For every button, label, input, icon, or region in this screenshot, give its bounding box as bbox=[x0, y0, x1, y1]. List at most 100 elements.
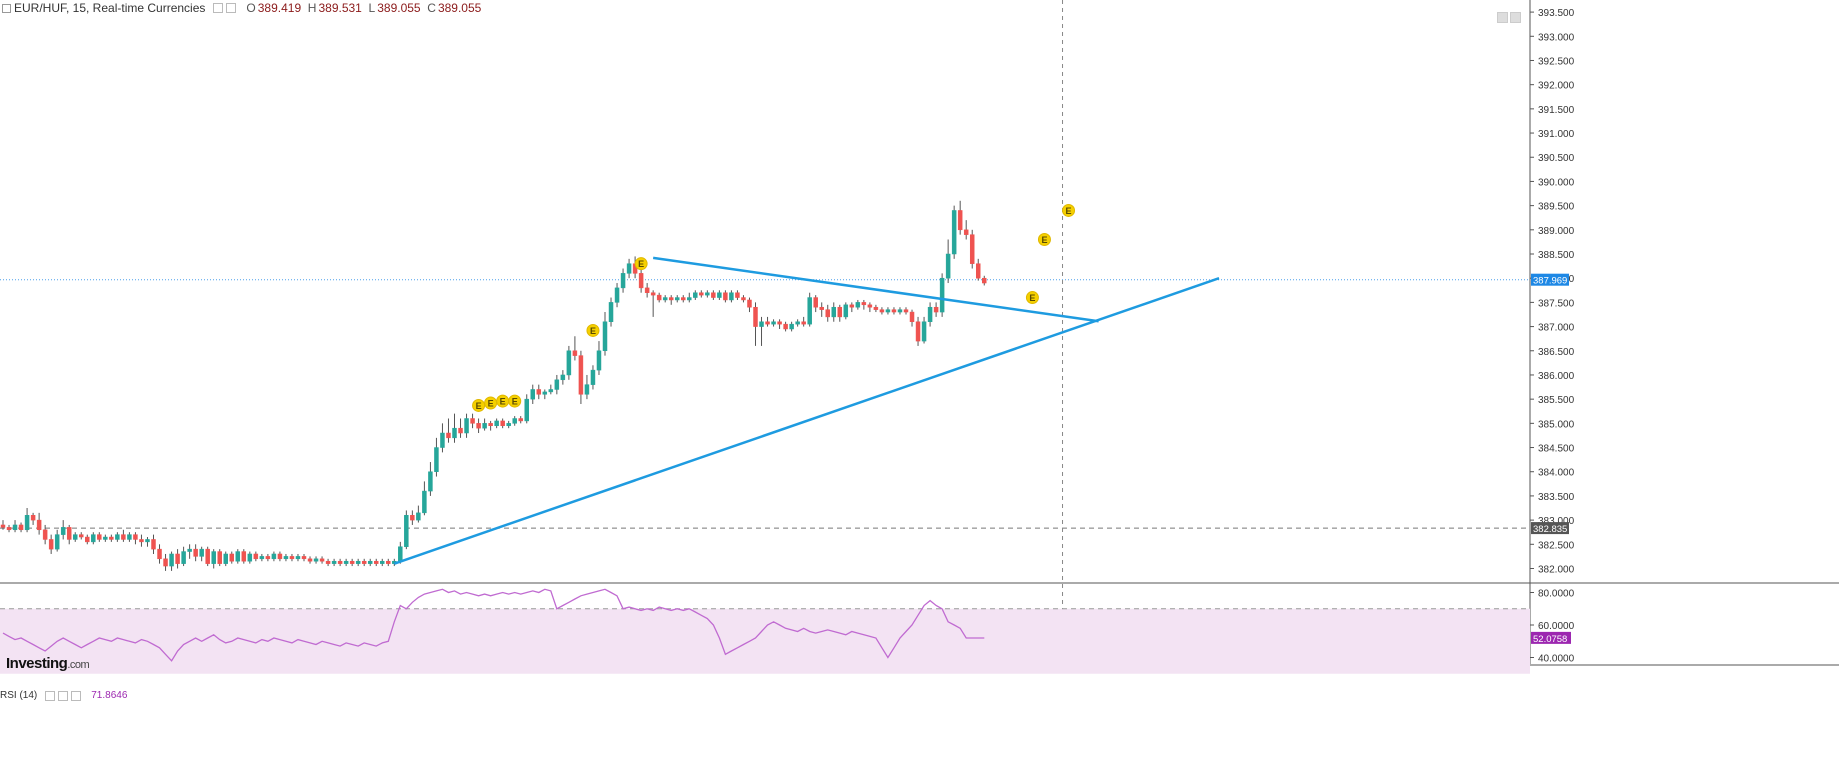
price-tick-label: 384.000 bbox=[1538, 468, 1575, 479]
candle-body bbox=[783, 323, 788, 330]
candle-body bbox=[530, 389, 536, 400]
hide-icon[interactable] bbox=[226, 3, 237, 13]
price-tick-label: 386.000 bbox=[1538, 371, 1575, 382]
candle-body bbox=[729, 292, 734, 301]
candle-body bbox=[458, 427, 463, 434]
candle-body bbox=[355, 560, 361, 564]
rsi-value-badge bbox=[1531, 631, 1571, 644]
candle-body bbox=[735, 292, 740, 298]
candle-body bbox=[536, 389, 542, 395]
candle-body bbox=[115, 534, 120, 540]
symbol-title[interactable]: EUR/HUF, 15, Real-time Currencies bbox=[14, 1, 206, 15]
candle-body bbox=[687, 297, 692, 301]
candle-body bbox=[560, 374, 566, 381]
candle-body bbox=[542, 391, 548, 395]
candle-body bbox=[608, 302, 614, 322]
rsi-label[interactable]: RSI (14) bbox=[0, 690, 38, 701]
candle-body bbox=[975, 263, 981, 279]
price-tick-label: 385.500 bbox=[1538, 395, 1575, 406]
candle-body bbox=[211, 551, 216, 564]
candle-body bbox=[771, 321, 776, 325]
event-marker-label: E bbox=[1066, 206, 1072, 216]
candle-body bbox=[97, 534, 102, 540]
candle-body bbox=[386, 560, 391, 564]
scroll-right-icon[interactable] bbox=[1510, 12, 1521, 23]
candle-body bbox=[235, 551, 241, 562]
candle-body bbox=[753, 306, 758, 327]
candle-body bbox=[638, 273, 644, 289]
candle-body bbox=[6, 527, 12, 531]
candle-body bbox=[759, 321, 764, 327]
candle-body bbox=[319, 558, 325, 562]
price-tick-label: 390.500 bbox=[1538, 153, 1575, 164]
candle-body bbox=[229, 553, 235, 562]
candle-body bbox=[54, 534, 60, 550]
candle-body bbox=[512, 418, 517, 424]
rsi-settings-icon[interactable] bbox=[45, 690, 56, 701]
candle-body bbox=[825, 309, 830, 318]
candle-body bbox=[434, 447, 439, 472]
candle-body bbox=[488, 423, 493, 427]
trendline bbox=[652, 256, 1099, 323]
close-value: 389.055 bbox=[437, 1, 482, 15]
candle-body bbox=[205, 548, 210, 564]
price-marker-label: 382.835 bbox=[1533, 524, 1567, 535]
scroll-left-icon[interactable] bbox=[1497, 12, 1508, 23]
candle-body bbox=[325, 560, 331, 564]
chart-controls bbox=[1497, 12, 1521, 23]
candle-body bbox=[139, 539, 144, 543]
event-marker-label: E bbox=[590, 326, 596, 336]
candle-body bbox=[891, 309, 897, 313]
candle-body bbox=[747, 299, 752, 308]
candle-body bbox=[157, 548, 162, 560]
collapse-icon[interactable] bbox=[2, 3, 11, 13]
trendline bbox=[393, 277, 1220, 565]
candle-body bbox=[578, 355, 584, 395]
rsi-header: RSI (14) 71.8646 bbox=[0, 690, 127, 701]
event-marker-label: E bbox=[500, 397, 506, 407]
rsi-close-icon[interactable] bbox=[71, 690, 82, 701]
price-tick-label: 382.500 bbox=[1538, 540, 1575, 551]
ohlc-values: O 389.419 H 389.531 L 389.055 C 389.055 bbox=[246, 1, 482, 15]
price-marker-badge bbox=[1531, 273, 1569, 286]
candle-body bbox=[590, 369, 596, 385]
candle-body bbox=[217, 551, 222, 564]
candle-body bbox=[331, 560, 337, 564]
candle-body bbox=[717, 292, 722, 298]
candle-body bbox=[693, 292, 698, 298]
candle-body bbox=[500, 420, 505, 427]
price-tick-label: 384.500 bbox=[1538, 444, 1575, 455]
event-marker-label: E bbox=[476, 401, 482, 411]
candle-body bbox=[18, 524, 24, 531]
price-marker-label: 387.969 bbox=[1533, 276, 1567, 287]
candle-body bbox=[969, 234, 975, 264]
candle-body bbox=[271, 553, 277, 560]
candle-body bbox=[169, 553, 174, 567]
rsi-hide-icon[interactable] bbox=[58, 690, 69, 701]
candle-body bbox=[373, 560, 379, 564]
price-tick-label: 392.500 bbox=[1538, 56, 1575, 67]
candle-body bbox=[151, 539, 156, 550]
candle-body bbox=[837, 306, 843, 318]
price-tick-label: 392.000 bbox=[1538, 81, 1575, 92]
price-tick-label: 385.000 bbox=[1538, 419, 1575, 430]
candle-body bbox=[662, 297, 668, 301]
candle-body bbox=[723, 292, 728, 301]
candle-body bbox=[163, 558, 168, 567]
candle-body bbox=[897, 309, 903, 313]
candle-body bbox=[626, 263, 632, 274]
candle-body bbox=[789, 323, 794, 330]
price-tick-label: 393.000 bbox=[1538, 32, 1575, 43]
open-value: 389.419 bbox=[257, 1, 302, 15]
price-tick-label: 389.500 bbox=[1538, 202, 1575, 213]
candle-body bbox=[927, 306, 933, 322]
candle-body bbox=[127, 534, 132, 540]
candle-body bbox=[915, 321, 921, 342]
candle-body bbox=[307, 558, 313, 562]
candle-body bbox=[416, 512, 421, 521]
candle-body bbox=[681, 297, 686, 301]
candle-body bbox=[801, 321, 806, 325]
candle-body bbox=[602, 321, 608, 352]
settings-icon[interactable] bbox=[213, 3, 224, 13]
